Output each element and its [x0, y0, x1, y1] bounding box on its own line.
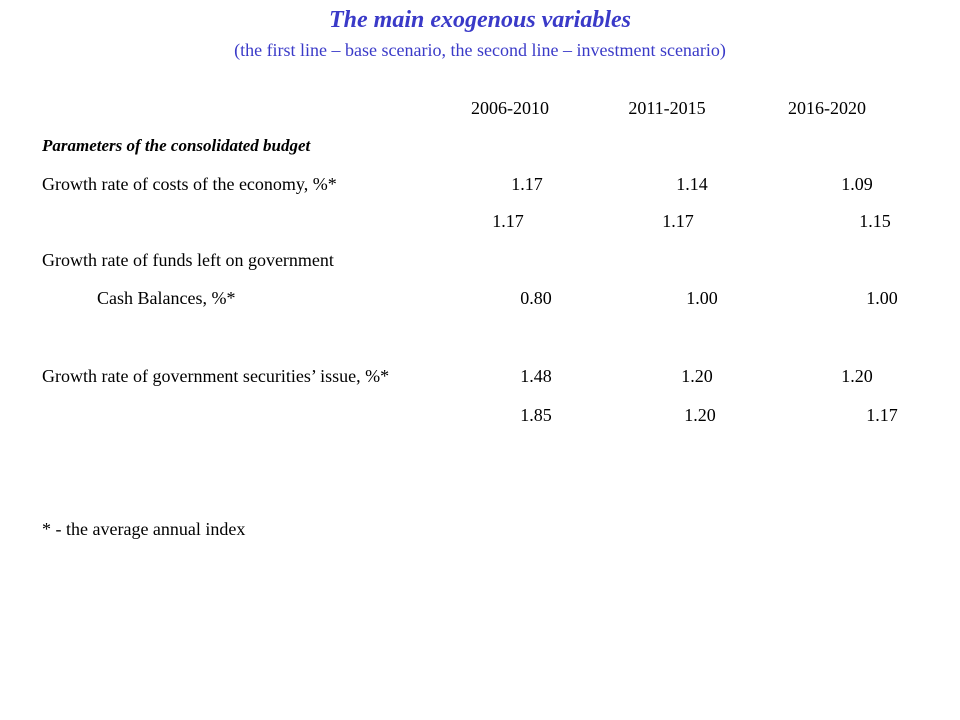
- table-cell: 1.20: [684, 405, 716, 425]
- page-subtitle: (the first line – base scenario, the sec…: [234, 40, 726, 60]
- table-cell: 1.15: [859, 211, 891, 231]
- column-header-2011-2015: 2011-2015: [628, 98, 706, 118]
- table-cell: 1.17: [662, 211, 694, 231]
- footnote: * - the average annual index: [42, 519, 246, 539]
- column-header-2016-2020: 2016-2020: [788, 98, 866, 118]
- table-cell: 1.09: [841, 174, 873, 194]
- row-label-funds-line2: Cash Balances, %*: [97, 288, 236, 308]
- row-label-costs-of-economy: Growth rate of costs of the economy, %*: [42, 174, 337, 194]
- column-header-2006-2010: 2006-2010: [471, 98, 549, 118]
- table-cell: 1.20: [681, 366, 713, 386]
- section-title: Parameters of the consolidated budget: [42, 136, 311, 155]
- table-cell: 1.48: [520, 366, 552, 386]
- page-title: The main exogenous variables: [328, 7, 631, 33]
- table-cell: 1.14: [676, 174, 708, 194]
- table-cell: 0.80: [520, 288, 552, 308]
- table-cell: 1.17: [866, 405, 898, 425]
- table-cell: 1.85: [520, 405, 552, 425]
- row-label-funds-line1: Growth rate of funds left on government: [42, 250, 334, 270]
- table-cell: 1.00: [866, 288, 898, 308]
- table-cell: 1.17: [511, 174, 543, 194]
- table-cell: 1.17: [492, 211, 524, 231]
- table-cell: 1.20: [841, 366, 873, 386]
- row-label-securities-issue: Growth rate of government securities’ is…: [42, 366, 390, 386]
- table-cell: 1.00: [686, 288, 718, 308]
